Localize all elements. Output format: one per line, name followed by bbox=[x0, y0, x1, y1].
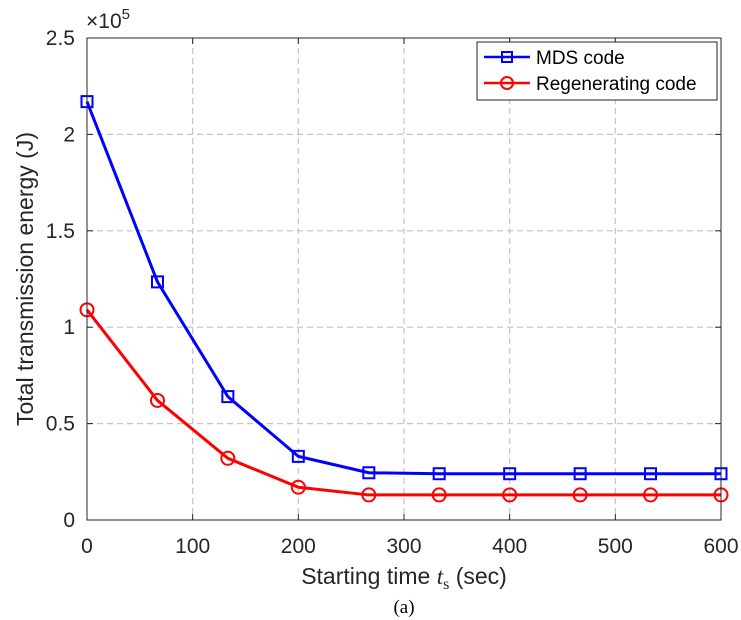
x-tick-label: 500 bbox=[598, 535, 633, 558]
legend-box bbox=[476, 41, 718, 101]
data-point-mds bbox=[221, 390, 235, 404]
data-point-regenerating bbox=[149, 392, 165, 408]
x-tick-label: 0 bbox=[81, 535, 93, 558]
data-point-regenerating bbox=[572, 487, 588, 503]
data-point-regenerating bbox=[290, 479, 306, 495]
data-point-mds bbox=[503, 467, 517, 481]
legend-label-regenerating: Regenerating code bbox=[536, 74, 697, 95]
y-tick-label: 0 bbox=[63, 509, 75, 532]
x-tick-label: 400 bbox=[492, 535, 527, 558]
x-axis-label: Starting time ts (sec) bbox=[301, 563, 507, 593]
y-multiplier-base: ×10 bbox=[86, 10, 122, 33]
legend-marker-mds bbox=[501, 51, 513, 63]
x-axis-label-suffix: (sec) bbox=[449, 563, 507, 589]
y-tick-label: 1 bbox=[63, 316, 75, 339]
x-tick-label: 600 bbox=[703, 535, 738, 558]
figure-caption: (a) bbox=[393, 597, 414, 618]
legend: MDS code Regenerating code bbox=[476, 41, 718, 101]
grid bbox=[87, 38, 721, 520]
data-point-mds bbox=[432, 467, 446, 481]
x-tick-label: 200 bbox=[281, 535, 316, 558]
data-point-mds bbox=[150, 275, 164, 289]
data-point-mds bbox=[291, 449, 305, 463]
legend-label-mds: MDS code bbox=[536, 48, 625, 69]
tick-layer: 0 100 200 300 400 500 600 0 0.5 1 1.5 2 2.5 bbox=[46, 27, 739, 558]
y-tick-label: 1.5 bbox=[46, 220, 75, 243]
x-tick-label: 100 bbox=[175, 535, 210, 558]
y-axis-label: Total transmission energy (J) bbox=[12, 132, 38, 426]
data-point-regenerating bbox=[220, 450, 236, 466]
data-point-regenerating bbox=[643, 487, 659, 503]
x-axis-label-prefix: Starting time bbox=[301, 563, 437, 589]
legend-marker-regenerating bbox=[500, 76, 514, 90]
y-tick-label: 0.5 bbox=[46, 413, 75, 436]
series-line-mds bbox=[85, 101, 721, 476]
data-point-regenerating bbox=[361, 487, 377, 503]
y-tick-label: 2.5 bbox=[46, 27, 75, 50]
x-axis-label-subscript: s bbox=[443, 576, 449, 593]
data-point-mds bbox=[362, 466, 376, 480]
x-axis-label-variable: t bbox=[437, 564, 444, 589]
data-point-regenerating bbox=[502, 487, 518, 503]
y-tick-label: 2 bbox=[63, 123, 75, 146]
y-multiplier-exponent: 5 bbox=[122, 6, 130, 23]
data-point-mds bbox=[573, 467, 587, 481]
data-point-regenerating bbox=[431, 487, 447, 503]
y-multiplier: ×105 bbox=[86, 6, 130, 33]
data-point-mds bbox=[644, 467, 658, 481]
x-tick-label: 300 bbox=[386, 535, 421, 558]
series-line-regenerating bbox=[85, 308, 721, 497]
